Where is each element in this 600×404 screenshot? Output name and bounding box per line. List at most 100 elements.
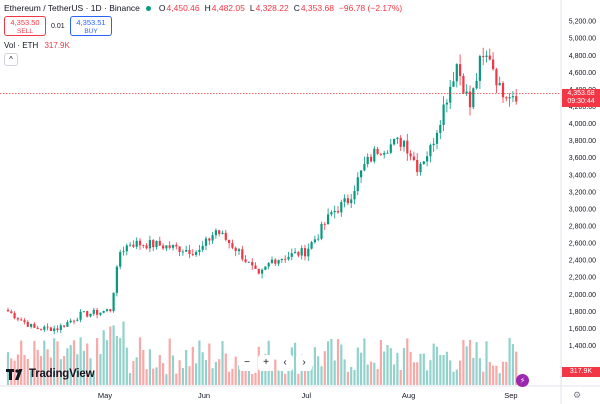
volume-bar bbox=[86, 343, 89, 385]
low-key: L bbox=[249, 3, 255, 13]
candle-body bbox=[501, 82, 505, 98]
price-tick-label: 3,000.00 bbox=[569, 206, 596, 213]
scroll-right-button[interactable]: › bbox=[296, 355, 312, 371]
volume-bar bbox=[53, 338, 56, 385]
candle-body bbox=[165, 245, 168, 249]
candle-body bbox=[419, 163, 422, 173]
candle-body bbox=[449, 86, 452, 103]
volume-bar bbox=[201, 352, 204, 385]
volume-bar bbox=[158, 354, 161, 385]
candle-body bbox=[343, 198, 346, 203]
candle-body bbox=[445, 102, 448, 105]
volume-title[interactable]: Vol · ETH bbox=[4, 41, 39, 50]
volume-bar bbox=[409, 351, 412, 385]
volume-bar bbox=[393, 364, 396, 385]
candle-body bbox=[49, 327, 52, 331]
candle-body bbox=[406, 140, 409, 154]
volume-bar bbox=[241, 359, 244, 385]
candle-body bbox=[412, 156, 415, 160]
volume-bar bbox=[468, 339, 472, 385]
zoom-out-button[interactable]: − bbox=[239, 355, 255, 371]
sell-button[interactable]: 4,353.50 SELL bbox=[4, 16, 46, 36]
lightning-icon[interactable]: ⚡ bbox=[516, 374, 529, 387]
volume-bar bbox=[112, 325, 115, 385]
volume-bar bbox=[439, 354, 442, 385]
candle-body bbox=[432, 143, 435, 146]
candle-body bbox=[20, 319, 23, 321]
candle-body bbox=[231, 243, 234, 248]
candle-body bbox=[102, 310, 105, 313]
collapse-legend-button[interactable]: ^ bbox=[4, 53, 18, 66]
candle-body bbox=[508, 97, 511, 99]
candle-body bbox=[105, 309, 109, 311]
volume-bar bbox=[383, 351, 386, 385]
candle-body bbox=[171, 244, 175, 248]
candle-body bbox=[495, 69, 498, 86]
low-value: 4,328.22 bbox=[255, 3, 289, 13]
volume-value: 317.9K bbox=[44, 41, 70, 50]
volume-bar bbox=[505, 361, 508, 385]
volume-bar bbox=[135, 357, 138, 385]
volume-bar bbox=[115, 335, 118, 385]
candle-body bbox=[475, 80, 478, 89]
volume-bar bbox=[515, 351, 518, 385]
candle-body bbox=[39, 328, 43, 330]
candle-body bbox=[99, 312, 102, 315]
candle-body bbox=[452, 81, 455, 87]
price-tick-label: 2,000.00 bbox=[569, 292, 596, 299]
candle-body bbox=[323, 223, 326, 225]
volume-bar bbox=[145, 369, 148, 385]
volume-bar bbox=[307, 361, 310, 385]
volume-bar bbox=[178, 360, 181, 385]
candle-body bbox=[59, 325, 62, 331]
gear-icon[interactable]: ⚙ bbox=[573, 390, 582, 400]
candle-body bbox=[396, 137, 399, 140]
price-tick-label: 3,800.00 bbox=[569, 138, 596, 145]
volume-bar bbox=[102, 330, 105, 385]
volume-bar bbox=[125, 347, 128, 385]
volume-bar bbox=[284, 373, 287, 385]
symbol-title[interactable]: Ethereum / TetherUS · 1D · Binance bbox=[4, 3, 140, 13]
volume-bar bbox=[330, 338, 333, 385]
volume-bar bbox=[109, 326, 112, 385]
zoom-in-button[interactable]: + bbox=[258, 355, 274, 371]
close-key: C bbox=[293, 3, 300, 13]
candle-body bbox=[208, 238, 211, 241]
scroll-left-button[interactable]: ‹ bbox=[277, 355, 293, 371]
volume-bar bbox=[76, 354, 79, 385]
volume-bar bbox=[218, 359, 221, 385]
price-tick-label: 4,000.00 bbox=[569, 121, 596, 128]
candle-body bbox=[264, 266, 267, 270]
volume-bar bbox=[138, 337, 142, 385]
buy-button[interactable]: 4,353.51 BUY bbox=[70, 16, 112, 36]
candle-body bbox=[287, 256, 290, 260]
tradingview-logo[interactable]: TradingView bbox=[6, 368, 95, 380]
volume-bar bbox=[482, 371, 485, 385]
volume-bar bbox=[228, 371, 231, 385]
volume-bar bbox=[445, 351, 448, 385]
volume-bar bbox=[432, 343, 435, 385]
candle-body bbox=[198, 249, 201, 252]
volume-bar bbox=[148, 349, 151, 385]
candle-body bbox=[307, 248, 310, 257]
candle-body bbox=[363, 164, 366, 171]
volume-bar bbox=[168, 338, 171, 385]
volume-bar bbox=[333, 360, 336, 385]
candle-body bbox=[261, 269, 264, 274]
time-tick-label: Jun bbox=[198, 391, 210, 400]
candle-body bbox=[158, 240, 161, 246]
candle-body bbox=[369, 156, 373, 162]
candle-body bbox=[442, 104, 445, 125]
open-value: 4,450.46 bbox=[166, 3, 200, 13]
candle-body bbox=[168, 245, 171, 248]
candle-body bbox=[72, 320, 76, 322]
symbol-legend: Ethereum / TetherUS · 1D · Binance O 4,4… bbox=[4, 3, 407, 13]
candle-body bbox=[175, 244, 178, 247]
volume-bar bbox=[49, 357, 52, 385]
candle-body bbox=[393, 139, 396, 145]
candle-body bbox=[426, 156, 429, 162]
price-tick-label: 2,800.00 bbox=[569, 223, 596, 230]
volume-bar bbox=[399, 369, 402, 385]
